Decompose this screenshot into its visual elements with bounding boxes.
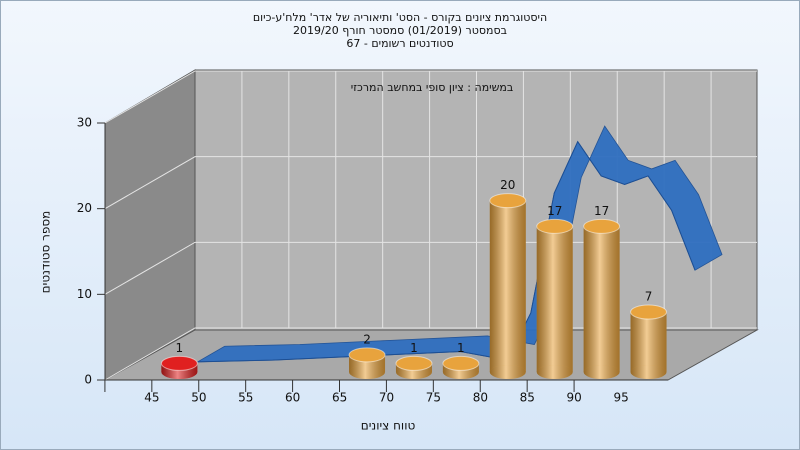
x-tick-label: 50 — [191, 391, 206, 405]
bar-top — [160, 355, 198, 371]
left-wall — [104, 69, 196, 381]
bar-top — [395, 355, 433, 371]
y-tick-label: 30 — [77, 116, 92, 130]
x-tick-label: 45 — [144, 391, 159, 405]
x-tick-label: 65 — [332, 391, 347, 405]
title-line: סטודנטים רשומים - 67 — [346, 37, 453, 50]
bar-bottom-shade — [489, 365, 526, 379]
x-tick-label: 75 — [426, 391, 441, 405]
bar-top — [536, 218, 574, 234]
annotation: במשימה : ציון סופי במחשב המרכזי — [351, 81, 514, 94]
y-tick-label: 10 — [77, 287, 92, 301]
y-tick-label: 20 — [77, 201, 92, 215]
value-label: 1 — [176, 341, 184, 355]
x-tick-label: 90 — [567, 391, 582, 405]
bar-top — [583, 218, 621, 234]
x-tick-label: 85 — [520, 391, 535, 405]
bar-bottom-shade — [630, 365, 667, 379]
x-tick-label: 95 — [613, 391, 628, 405]
bar-top — [348, 347, 386, 363]
bar-shade — [489, 200, 526, 372]
value-label: 1 — [410, 341, 418, 355]
bar-top — [489, 193, 527, 209]
bar-bottom-shade — [583, 365, 620, 379]
bar-top — [630, 304, 668, 320]
x-tick-label: 80 — [473, 391, 488, 405]
y-axis-label: מספר סטודנטים — [39, 211, 53, 294]
value-label: 7 — [645, 290, 653, 304]
bar-top — [442, 355, 480, 371]
bar-shade — [583, 226, 620, 372]
value-label: 2 — [363, 332, 371, 346]
value-label: 17 — [594, 204, 609, 218]
grid-line — [104, 70, 757, 124]
value-label: 20 — [500, 178, 515, 192]
x-axis-label: טווח ציונים — [361, 419, 416, 433]
x-tick-label: 70 — [379, 391, 394, 405]
value-label: 1 — [457, 341, 465, 355]
bar-bottom-shade — [536, 365, 573, 379]
bar-shade — [536, 226, 573, 372]
bar-bottom-shade — [349, 365, 386, 379]
bar-shade — [630, 312, 667, 372]
title-line: בסמסטר (01/2019) סמסטר חורף 2019/20 — [293, 24, 507, 37]
value-label: 17 — [547, 204, 562, 218]
grid-line — [104, 156, 757, 210]
title-line: היסטוגרמת ציונים בקורס - הסט' ותיאוריה ש… — [253, 11, 547, 24]
y-tick-label: 0 — [84, 373, 92, 387]
x-tick-label: 55 — [238, 391, 253, 405]
x-tick-label: 60 — [285, 391, 300, 405]
